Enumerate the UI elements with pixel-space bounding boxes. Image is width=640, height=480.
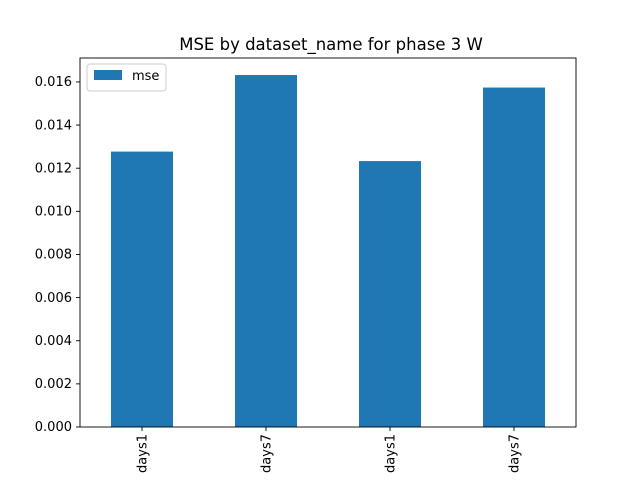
axes-frame	[79, 57, 577, 428]
bar-days7-2	[235, 75, 297, 427]
bar-days7-4	[483, 87, 545, 428]
legend-label: mse	[132, 69, 159, 84]
bar-days1-1	[111, 151, 173, 427]
x-tick-label: days1	[136, 434, 151, 473]
y-tick-label: 0.014	[35, 118, 72, 133]
bar-days1-3	[359, 161, 421, 427]
x-tick-label: days7	[260, 434, 275, 473]
y-tick-label: 0.000	[35, 420, 72, 435]
x-tick-label: days7	[508, 434, 523, 473]
y-tick-label: 0.002	[35, 377, 72, 392]
y-tick-label: 0.004	[35, 334, 72, 349]
y-tick-label: 0.012	[35, 161, 72, 176]
legend-swatch	[94, 70, 122, 80]
y-tick-label: 0.010	[35, 205, 72, 220]
chart-title: MSE by dataset_name for phase 3 W	[179, 35, 483, 55]
y-tick-label: 0.008	[35, 248, 72, 263]
plot-area: 0.000 0.002 0.004 0.006 0.008 0.010 0.012 0.014…	[35, 57, 577, 473]
y-tick-label: 0.016	[35, 75, 72, 90]
x-tick-label: days1	[384, 434, 399, 473]
y-tick-label: 0.006	[35, 291, 72, 306]
